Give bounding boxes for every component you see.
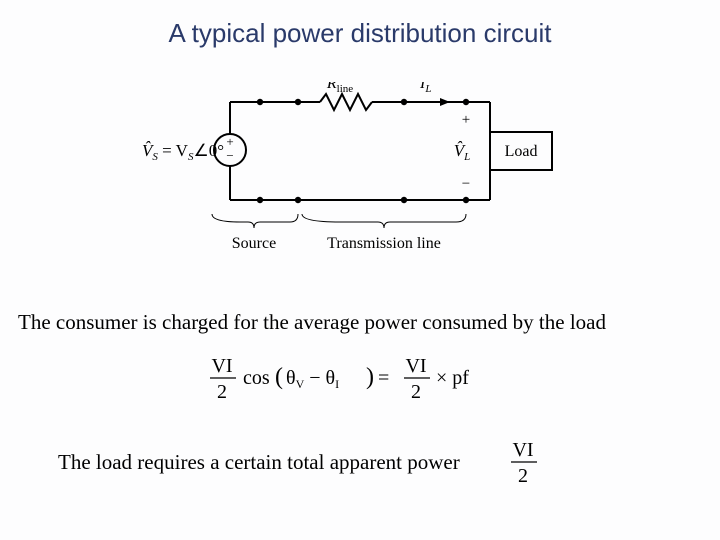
apparent-power-formula: VI 2: [505, 436, 565, 491]
svg-text:): ): [366, 364, 374, 390]
page-title: A typical power distribution circuit: [0, 18, 720, 49]
svg-text:θV − θI: θV − θI: [286, 367, 339, 391]
avg-power-formula: VI 2 cos ( θV − θI ) = VI 2 × pf: [210, 350, 510, 410]
rline-label: Rline: [326, 82, 353, 95]
svg-text:VI: VI: [211, 355, 232, 377]
source-minus: −: [226, 148, 233, 163]
svg-text:ÎL: ÎL: [419, 82, 431, 95]
load-label: Load: [505, 143, 538, 160]
vs-label: V̂S = VS∠0°: [142, 141, 224, 163]
source-brace-label: Source: [232, 235, 276, 252]
svg-text:2: 2: [217, 381, 227, 403]
svg-text:(: (: [275, 364, 283, 390]
vl-label: V̂L: [454, 141, 471, 163]
circuit-diagram: + − V̂S = VS∠0° Rline ÎL + V̂L − Load So…: [140, 82, 580, 282]
svg-text:=: =: [378, 367, 389, 389]
vl-minus: −: [462, 176, 470, 192]
load-text: The load requires a certain total appare…: [58, 450, 460, 475]
svg-text:2: 2: [411, 381, 421, 403]
svg-text:VI: VI: [405, 355, 426, 377]
svg-text:2: 2: [518, 465, 528, 487]
vl-plus: +: [462, 112, 470, 128]
svg-text:VI: VI: [512, 439, 533, 461]
svg-text:× pf: × pf: [436, 367, 469, 389]
svg-text:cos: cos: [243, 367, 270, 389]
source-plus: +: [226, 134, 233, 149]
transmission-brace-label: Transmission line: [327, 235, 441, 252]
il-label: ÎL: [410, 82, 450, 106]
consumer-text: The consumer is charged for the average …: [18, 310, 606, 335]
